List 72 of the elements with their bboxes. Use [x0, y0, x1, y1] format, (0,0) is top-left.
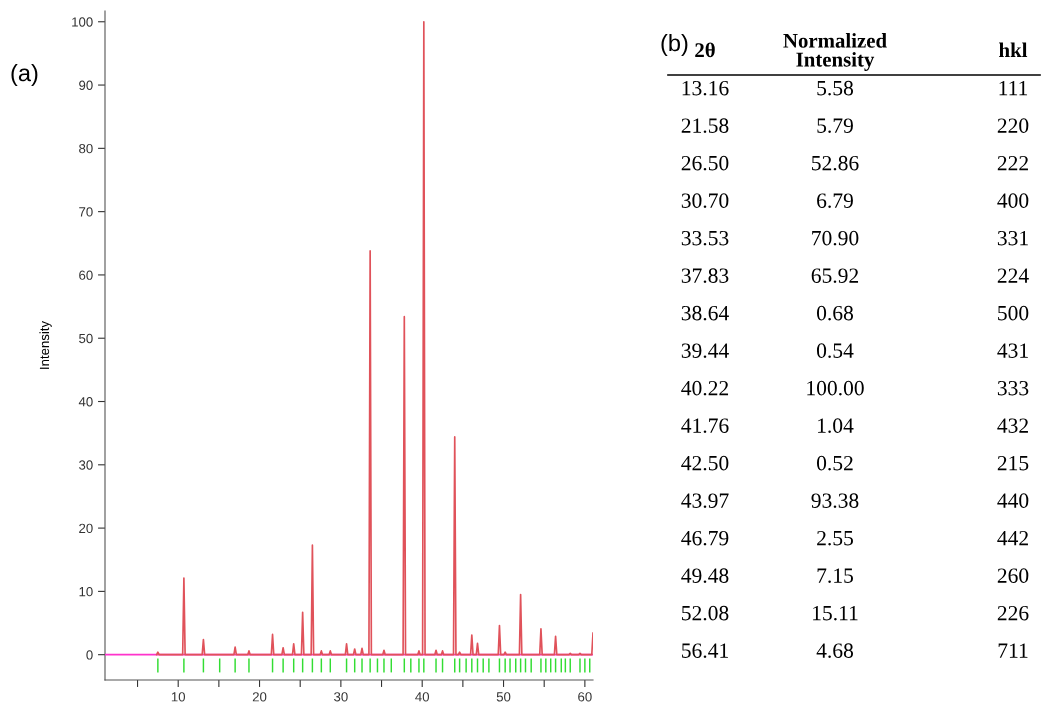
- text: 52.86: [812, 155, 859, 171]
- text: 0.54: [816, 343, 854, 358]
- text: 4.68: [816, 643, 854, 658]
- text: 26.50: [681, 155, 729, 171]
- text: 0.52: [816, 455, 853, 471]
- y-axis-title: Intensity: [39, 320, 52, 369]
- text: 224: [997, 268, 1029, 283]
- text: 500: [998, 305, 1029, 321]
- category-label: Normalized Intensity: [783, 33, 887, 71]
- y-tick-label: 40: [78, 397, 93, 407]
- text: 49.48: [681, 568, 729, 583]
- text: 442: [997, 530, 1028, 546]
- text: 5.79: [817, 118, 853, 133]
- text: 0.68: [816, 305, 854, 321]
- text: 222: [997, 155, 1028, 171]
- text: 400: [997, 193, 1029, 208]
- x-tick-label: 50: [496, 692, 511, 702]
- text: 111: [999, 80, 1028, 96]
- text: 331: [997, 230, 1028, 246]
- y-tick-label: 60: [79, 270, 93, 280]
- y-tick-label: 90: [79, 80, 93, 90]
- x-tick-label: 60: [578, 692, 592, 702]
- text: 7.15: [817, 568, 853, 583]
- text: 333: [997, 380, 1029, 396]
- text: 711: [998, 643, 1028, 658]
- text: 52.08: [682, 605, 729, 621]
- text: 440: [997, 493, 1029, 508]
- line-series: [155, 20, 593, 656]
- text: 21.58: [681, 118, 729, 133]
- category-label: 2θ: [695, 42, 715, 58]
- text: 70.90: [812, 230, 859, 246]
- text: 41.76: [681, 418, 729, 433]
- y-tick-label: 10: [79, 586, 93, 597]
- text: 6.79: [817, 193, 853, 208]
- y-tick-label: 30: [79, 460, 93, 470]
- text: 43.97: [681, 493, 729, 508]
- y-tick-label: 20: [79, 523, 93, 534]
- y-tick-label: 80: [79, 143, 93, 154]
- text: 220: [997, 118, 1029, 133]
- text: 432: [997, 418, 1028, 433]
- text: 37.83: [681, 268, 729, 283]
- text: 33.53: [681, 230, 729, 246]
- text: 39.44: [681, 343, 729, 358]
- x-tick-label: 10: [171, 692, 186, 702]
- x-tick-label: 30: [334, 692, 348, 702]
- text: 38.64: [681, 305, 729, 321]
- x-tick-label: 40: [415, 692, 430, 702]
- text: 13.16: [682, 80, 729, 96]
- text: 56.41: [682, 643, 728, 658]
- text: 226: [997, 605, 1029, 621]
- text: 40.22: [681, 380, 729, 396]
- y-tick-label: 50: [79, 333, 93, 344]
- text: 100.00: [807, 380, 864, 396]
- y-tick-label: 70: [79, 207, 93, 217]
- text: 65.92: [811, 268, 859, 283]
- text: 42.50: [681, 455, 729, 471]
- text: 15.11: [813, 605, 858, 621]
- text: 260: [997, 568, 1029, 583]
- y-tick-label: 100: [72, 17, 93, 27]
- text: (b): [661, 34, 688, 56]
- text: 1.04: [818, 418, 854, 433]
- text: 46.79: [681, 530, 729, 546]
- text: 431: [997, 343, 1028, 358]
- text: 30.70: [681, 193, 729, 208]
- text: 215: [997, 455, 1029, 471]
- y-tick-label: 0: [86, 650, 93, 660]
- text: 2.55: [817, 530, 853, 546]
- text: 93.38: [811, 493, 859, 508]
- category-label: hkl: [999, 42, 1028, 58]
- x-tick-label: 20: [252, 692, 267, 702]
- text: (a): [11, 64, 38, 86]
- text: 5.58: [817, 80, 854, 96]
